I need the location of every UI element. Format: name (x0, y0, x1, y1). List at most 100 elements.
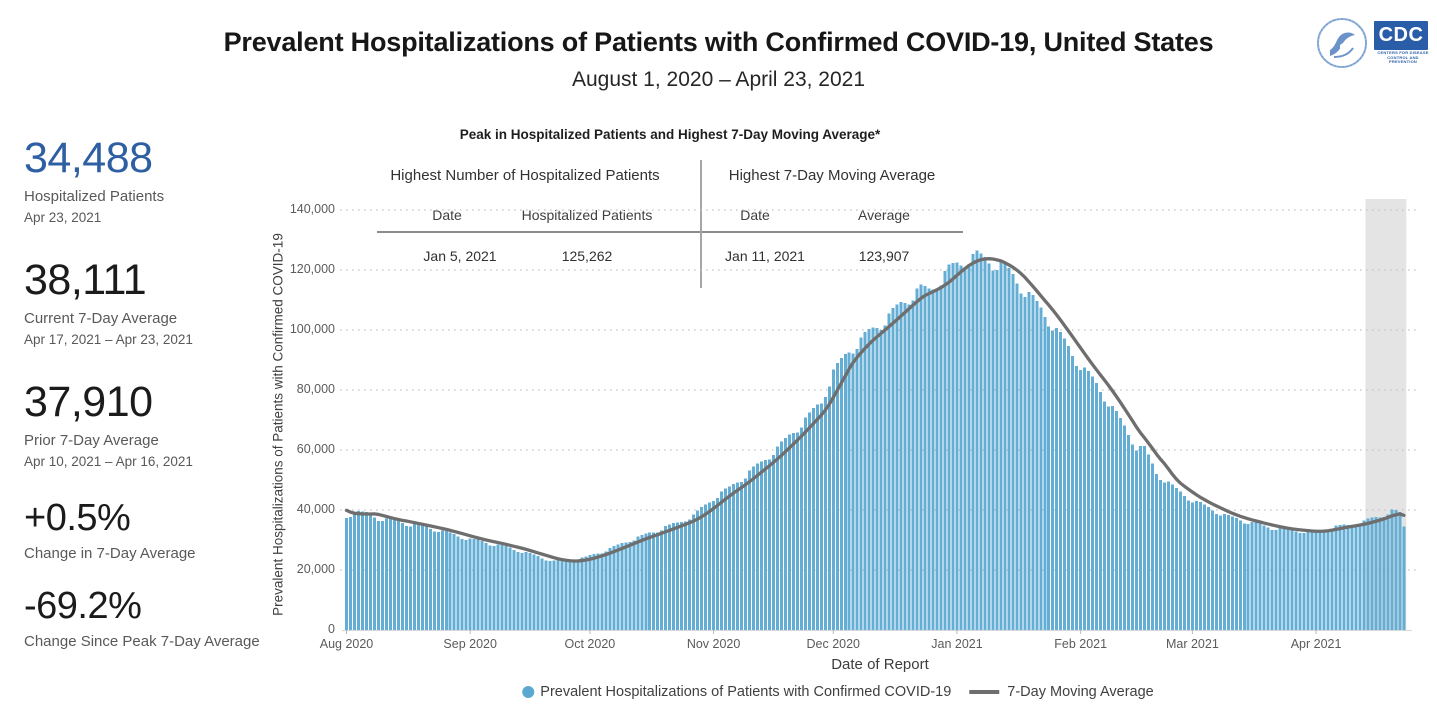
daily-hospitalizations-bar[interactable] (1087, 371, 1091, 630)
daily-hospitalizations-bar[interactable] (472, 538, 476, 630)
daily-hospitalizations-bar[interactable] (831, 369, 835, 630)
daily-hospitalizations-bar[interactable] (787, 434, 791, 630)
daily-hospitalizations-bar[interactable] (979, 253, 983, 631)
daily-hospitalizations-bar[interactable] (580, 557, 584, 630)
daily-hospitalizations-bar[interactable] (1202, 504, 1206, 630)
daily-hospitalizations-bar[interactable] (755, 463, 759, 630)
daily-hospitalizations-bar[interactable] (508, 547, 512, 630)
daily-hospitalizations-bar[interactable] (372, 517, 376, 630)
daily-hospitalizations-bar[interactable] (1170, 484, 1174, 630)
daily-hospitalizations-bar[interactable] (823, 397, 827, 630)
daily-hospitalizations-bar[interactable] (652, 532, 656, 630)
daily-hospitalizations-bar[interactable] (1282, 527, 1286, 630)
daily-hospitalizations-bar[interactable] (991, 270, 995, 630)
daily-hospitalizations-bar[interactable] (476, 539, 480, 630)
daily-hospitalizations-bar[interactable] (345, 518, 348, 630)
daily-hospitalizations-bar[interactable] (408, 526, 412, 630)
daily-hospitalizations-bar[interactable] (987, 263, 991, 630)
bar-series[interactable] (345, 250, 1406, 631)
daily-hospitalizations-bar[interactable] (1298, 533, 1302, 630)
daily-hospitalizations-bar[interactable] (879, 329, 883, 630)
daily-hospitalizations-bar[interactable] (1055, 327, 1059, 630)
daily-hospitalizations-bar[interactable] (779, 441, 783, 630)
daily-hospitalizations-bar[interactable] (1314, 530, 1318, 630)
line-series-swatch-icon[interactable] (969, 690, 1000, 694)
daily-hospitalizations-bar[interactable] (1290, 529, 1294, 630)
daily-hospitalizations-bar[interactable] (680, 521, 684, 630)
daily-hospitalizations-bar[interactable] (632, 540, 636, 630)
daily-hospitalizations-bar[interactable] (620, 542, 624, 630)
daily-hospitalizations-bar[interactable] (1019, 293, 1023, 630)
daily-hospitalizations-bar[interactable] (1250, 521, 1254, 630)
daily-hospitalizations-bar[interactable] (1091, 376, 1095, 630)
daily-hospitalizations-bar[interactable] (1398, 511, 1402, 630)
daily-hospitalizations-bar[interactable] (1254, 522, 1258, 630)
daily-hospitalizations-bar[interactable] (1027, 292, 1031, 630)
daily-hospitalizations-bar[interactable] (688, 519, 692, 630)
daily-hospitalizations-bar[interactable] (716, 497, 720, 630)
daily-hospitalizations-bar[interactable] (1186, 500, 1190, 630)
daily-hospitalizations-bar[interactable] (835, 362, 839, 630)
daily-hospitalizations-bar[interactable] (664, 526, 668, 630)
daily-hospitalizations-bar[interactable] (1222, 513, 1226, 630)
daily-hospitalizations-bar[interactable] (384, 518, 388, 631)
daily-hospitalizations-bar[interactable] (696, 510, 700, 630)
daily-hospitalizations-bar[interactable] (672, 523, 676, 630)
daily-hospitalizations-bar[interactable] (963, 268, 967, 630)
daily-hospitalizations-bar[interactable] (1174, 488, 1178, 630)
daily-hospitalizations-bar[interactable] (1350, 525, 1354, 630)
daily-hospitalizations-bar[interactable] (1378, 517, 1382, 630)
daily-hospitalizations-bar[interactable] (1095, 382, 1099, 630)
daily-hospitalizations-bar[interactable] (1386, 514, 1390, 630)
daily-hospitalizations-bar[interactable] (440, 530, 444, 630)
daily-hospitalizations-bar[interactable] (420, 525, 424, 630)
daily-hospitalizations-bar[interactable] (1003, 263, 1007, 630)
daily-hospitalizations-bar[interactable] (1334, 525, 1338, 630)
daily-hospitalizations-bar[interactable] (1023, 296, 1027, 630)
daily-hospitalizations-bar[interactable] (612, 545, 616, 630)
daily-hospitalizations-bar[interactable] (847, 352, 851, 630)
daily-hospitalizations-bar[interactable] (1390, 509, 1394, 630)
daily-hospitalizations-bar[interactable] (1158, 479, 1162, 630)
daily-hospitalizations-bar[interactable] (951, 262, 955, 630)
daily-hospitalizations-bar[interactable] (907, 304, 911, 630)
daily-hospitalizations-bar[interactable] (708, 502, 712, 630)
daily-hospitalizations-bar[interactable] (1127, 434, 1131, 630)
daily-hospitalizations-bar[interactable] (995, 270, 999, 630)
daily-hospitalizations-bar[interactable] (1322, 530, 1326, 630)
daily-hospitalizations-bar[interactable] (1031, 295, 1035, 630)
daily-hospitalizations-bar[interactable] (548, 561, 552, 630)
daily-hospitalizations-bar[interactable] (1302, 533, 1306, 630)
daily-hospitalizations-bar[interactable] (712, 500, 716, 630)
daily-hospitalizations-bar[interactable] (943, 270, 947, 630)
daily-hospitalizations-bar[interactable] (911, 300, 915, 630)
daily-hospitalizations-bar[interactable] (668, 524, 672, 630)
line-series-legend-label[interactable]: 7-Day Moving Average (1007, 684, 1154, 700)
daily-hospitalizations-bar[interactable] (572, 562, 576, 630)
daily-hospitalizations-bar[interactable] (895, 304, 899, 630)
daily-hospitalizations-bar[interactable] (1226, 515, 1230, 630)
daily-hospitalizations-bar[interactable] (859, 337, 863, 630)
daily-hospitalizations-bar[interactable] (1063, 338, 1067, 630)
daily-hospitalizations-bar[interactable] (512, 549, 516, 630)
daily-hospitalizations-bar[interactable] (927, 288, 931, 630)
daily-hospitalizations-bar[interactable] (1274, 530, 1278, 630)
daily-hospitalizations-bar[interactable] (368, 514, 372, 630)
daily-hospitalizations-bar[interactable] (444, 530, 448, 630)
seven-day-average-line[interactable] (344, 257, 1406, 563)
daily-hospitalizations-bar[interactable] (1218, 515, 1222, 630)
daily-hospitalizations-bar[interactable] (536, 556, 540, 630)
daily-hospitalizations-bar[interactable] (903, 302, 907, 630)
daily-hospitalizations-bar[interactable] (1342, 524, 1346, 630)
daily-hospitalizations-bar[interactable] (915, 288, 919, 630)
daily-hospitalizations-bar[interactable] (891, 307, 895, 630)
bar-series-legend-label[interactable]: Prevalent Hospitalizations of Patients w… (540, 684, 952, 700)
daily-hospitalizations-bar[interactable] (1111, 405, 1115, 630)
daily-hospitalizations-bar[interactable] (1075, 365, 1079, 630)
daily-hospitalizations-bar[interactable] (811, 408, 815, 630)
daily-hospitalizations-bar[interactable] (775, 446, 779, 630)
daily-hospitalizations-bar[interactable] (584, 556, 588, 630)
daily-hospitalizations-bar[interactable] (783, 437, 787, 630)
daily-hospitalizations-bar[interactable] (1242, 523, 1246, 630)
daily-hospitalizations-bar[interactable] (396, 520, 400, 630)
